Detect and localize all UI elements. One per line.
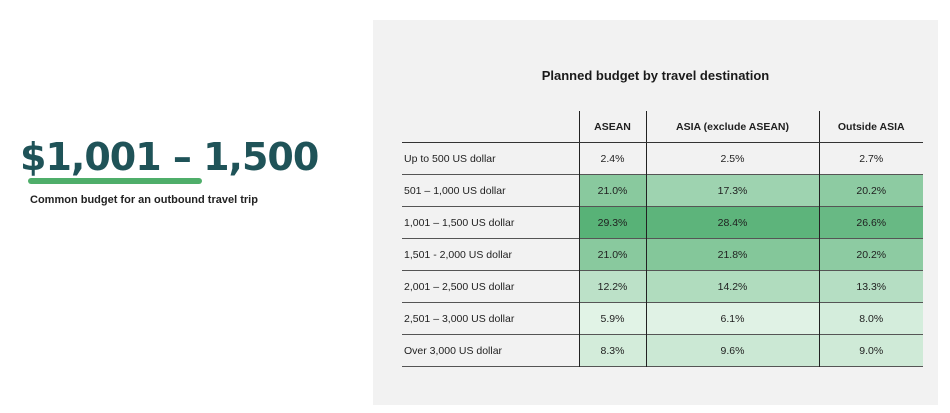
value-cell: 8.0%: [818, 302, 923, 335]
row-label: 1,501 - 2,000 US dollar: [404, 248, 512, 261]
headline-caption: Common budget for an outbound travel tri…: [30, 194, 258, 206]
value-cell: 20.2%: [818, 238, 923, 271]
table-row: 2,001 – 2,500 US dollar 12.2% 14.2% 13.3%: [402, 270, 923, 303]
value-cell: 21.0%: [578, 174, 646, 207]
table-row: 1,001 – 1,500 US dollar 29.3% 28.4% 26.6%: [402, 206, 923, 239]
value-cell: 6.1%: [645, 302, 819, 335]
value-cell: 9.0%: [818, 334, 923, 367]
row-label: Up to 500 US dollar: [404, 152, 496, 165]
value-cell: 9.6%: [645, 334, 819, 367]
headline-budget-range: $1,001 – 1,500: [20, 135, 319, 179]
value-cell: 13.3%: [818, 270, 923, 303]
value-cell: 12.2%: [578, 270, 646, 303]
value-cell: 17.3%: [645, 174, 819, 207]
row-label: 2,001 – 2,500 US dollar: [404, 280, 515, 293]
table-row: 2,501 – 3,000 US dollar 5.9% 6.1% 8.0%: [402, 302, 923, 335]
value-cell: 20.2%: [818, 174, 923, 207]
table-row: Up to 500 US dollar 2.4% 2.5% 2.7%: [402, 142, 923, 175]
table-row: 1,501 - 2,000 US dollar 21.0% 21.8% 20.2%: [402, 238, 923, 271]
column-header: ASEAN: [578, 111, 646, 143]
column-header: Outside ASIA: [818, 111, 923, 143]
table-row: Over 3,000 US dollar 8.3% 9.6% 9.0%: [402, 334, 923, 367]
table-panel: Planned budget by travel destination ASE…: [373, 20, 938, 405]
budget-table: ASEAN ASIA (exclude ASEAN) Outside ASIA …: [402, 111, 923, 367]
value-cell: 21.0%: [578, 238, 646, 271]
row-label: Over 3,000 US dollar: [404, 344, 503, 357]
headline-underline: [28, 178, 202, 184]
value-cell: 26.6%: [818, 206, 923, 239]
column-header: ASIA (exclude ASEAN): [645, 111, 819, 143]
row-label: 501 – 1,000 US dollar: [404, 184, 506, 197]
row-label: 1,001 – 1,500 US dollar: [404, 216, 515, 229]
value-cell: 14.2%: [645, 270, 819, 303]
value-cell: 29.3%: [578, 206, 646, 239]
value-cell: 21.8%: [645, 238, 819, 271]
value-cell: 2.4%: [578, 142, 646, 175]
table-title: Planned budget by travel destination: [541, 68, 770, 83]
budget-highlight: $1,001 – 1,500 Common budget for an outb…: [20, 132, 350, 206]
header-corner: [402, 111, 579, 143]
value-cell: 28.4%: [645, 206, 819, 239]
value-cell: 2.5%: [645, 142, 819, 175]
value-cell: 8.3%: [578, 334, 646, 367]
row-label: 2,501 – 3,000 US dollar: [404, 312, 515, 325]
value-cell: 2.7%: [818, 142, 923, 175]
value-cell: 5.9%: [578, 302, 646, 335]
header-row: ASEAN ASIA (exclude ASEAN) Outside ASIA: [402, 111, 923, 143]
table-row: 501 – 1,000 US dollar 21.0% 17.3% 20.2%: [402, 174, 923, 207]
